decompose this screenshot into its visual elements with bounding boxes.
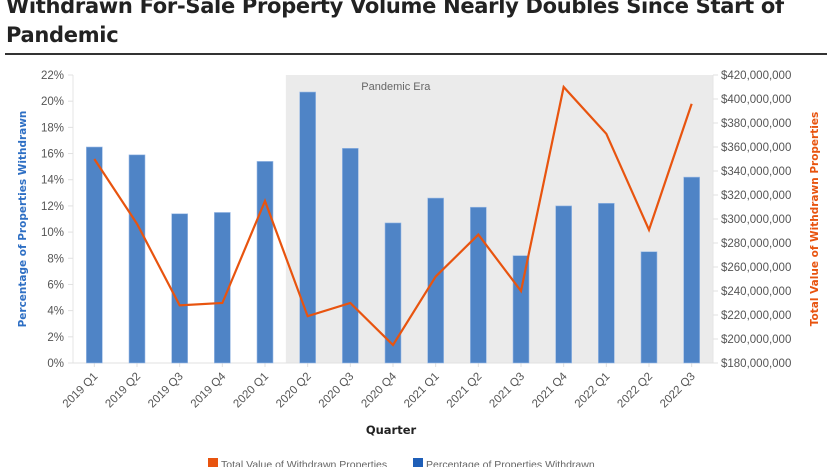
bar-2022-q3	[683, 176, 700, 364]
bar-2019-q4	[214, 212, 231, 364]
bar-2019-q3	[171, 213, 188, 364]
x-axis-tick-label: 2021 Q1	[402, 371, 442, 411]
x-axis-tick-label: 2022 Q3	[658, 371, 698, 411]
right-axis-tick-label: $200,000,000	[721, 334, 791, 346]
bar-2020-q4	[384, 222, 402, 364]
x-axis-tick-label: 2019 Q3	[146, 371, 186, 411]
x-axis-tick-label: 2020 Q3	[317, 371, 357, 411]
left-axis-tick-label: 18%	[41, 122, 64, 134]
bar-2020-q3	[342, 148, 359, 364]
right-axis-tick-label: $220,000,000	[721, 310, 791, 322]
pandemic-era-label: Pandemic Era	[361, 81, 431, 93]
bar-series-percentage	[86, 91, 700, 364]
left-axis-tick-label: 6%	[47, 279, 64, 291]
axis-labels: Percentage of Properties Withdrawn Total …	[17, 111, 821, 437]
legend-swatch-percentage	[413, 458, 423, 467]
left-axis-tick-label: 12%	[41, 201, 64, 213]
legend-swatch-total-value	[208, 458, 218, 467]
left-axis-tick-label: 2%	[47, 332, 64, 344]
right-axis-tick-label: $240,000,000	[721, 286, 791, 298]
left-axis-tick-label: 16%	[41, 149, 64, 161]
left-axis-title: Percentage of Properties Withdrawn	[17, 111, 29, 328]
x-axis-tick-label: 2019 Q4	[189, 370, 229, 410]
right-axis-tick-label: $420,000,000	[721, 70, 791, 82]
chart-title: Withdrawn For-Sale Property Volume Nearl…	[6, 0, 784, 47]
title-divider	[5, 53, 827, 55]
bar-2021-q2	[470, 206, 487, 364]
left-axis-tick-label: 14%	[41, 175, 64, 187]
x-axis-tick-label: 2021 Q3	[487, 371, 527, 411]
bar-2019-q1	[86, 146, 103, 364]
bar-2021-q3	[512, 255, 530, 364]
right-axis-tick-label: $360,000,000	[721, 142, 791, 154]
bar-2019-q2	[128, 154, 146, 364]
legend-label-percentage: Percentage of Properties Withdrawn	[426, 459, 595, 467]
right-axis-tick-label: $260,000,000	[721, 262, 791, 274]
right-axis-tick-label: $400,000,000	[721, 94, 791, 106]
x-axis-tick-label: 2021 Q4	[530, 370, 570, 410]
total-value-line	[93, 84, 693, 347]
right-axis-tick-label: $340,000,000	[721, 166, 791, 178]
legend: Total Value of Withdrawn Properties Perce…	[208, 458, 595, 467]
x-axis-tick-label: 2019 Q2	[103, 371, 143, 411]
right-axis-tick-label: $320,000,000	[721, 190, 791, 202]
x-axis-tick-label: 2020 Q4	[359, 370, 399, 410]
bar-2022-q2	[640, 251, 658, 364]
right-axis-tick-label: $300,000,000	[721, 214, 791, 226]
bar-2021-q4	[555, 205, 572, 364]
bar-2021-q1	[427, 197, 444, 364]
right-axis-tick-label: $380,000,000	[721, 118, 791, 130]
left-axis-tick-label: 8%	[47, 253, 64, 265]
legend-label-total-value: Total Value of Withdrawn Properties	[221, 459, 387, 467]
bar-2020-q2	[299, 91, 316, 364]
x-axis-tick-label: 2020 Q2	[274, 371, 314, 411]
x-axis-title: Quarter	[366, 423, 417, 437]
x-axis-tick-label: 2021 Q2	[445, 371, 485, 411]
left-axis-tick-label: 22%	[41, 70, 64, 82]
x-axis-tick-label: 2022 Q1	[573, 371, 613, 411]
right-axis-tick-label: $280,000,000	[721, 238, 791, 250]
line-series-total-value	[93, 84, 693, 347]
left-axis-tick-label: 0%	[47, 358, 64, 370]
bar-2020-q1	[256, 161, 274, 364]
x-axis-tick-label: 2020 Q1	[231, 371, 271, 411]
x-axis-tick-label: 2022 Q2	[615, 371, 655, 411]
x-axis-tick-label: 2019 Q1	[61, 371, 101, 411]
left-axis-tick-label: 10%	[41, 227, 64, 239]
left-axis-tick-label: 4%	[47, 306, 64, 318]
bar-2022-q1	[598, 202, 615, 364]
left-axis-tick-label: 20%	[41, 96, 64, 108]
right-axis-title: Total Value of Withdrawn Properties	[809, 112, 821, 326]
right-axis-tick-label: $180,000,000	[721, 358, 791, 370]
